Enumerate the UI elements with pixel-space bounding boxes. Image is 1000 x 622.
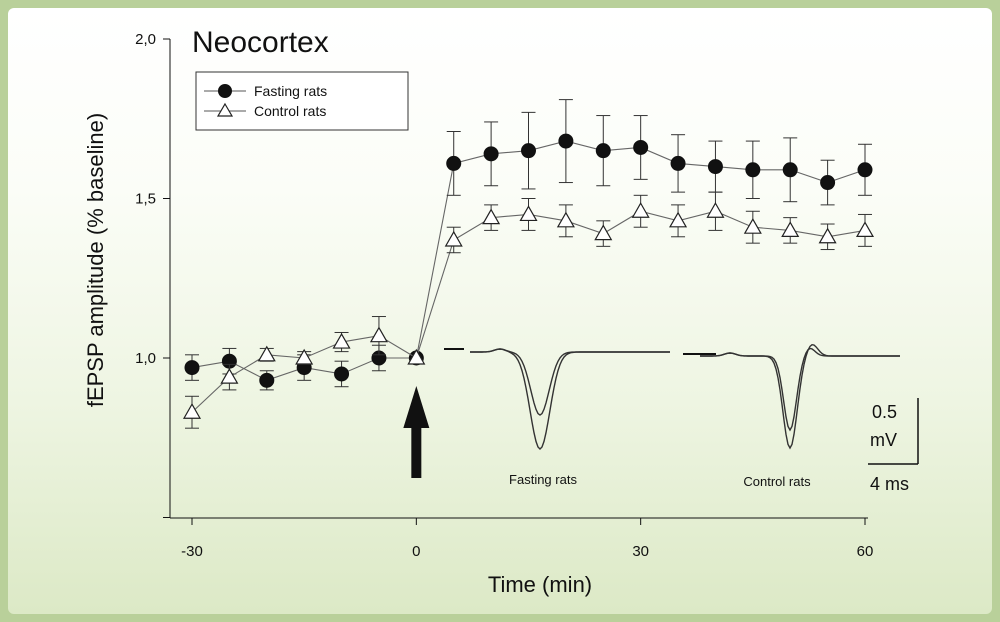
data-point <box>334 366 350 382</box>
data-point <box>594 224 613 241</box>
data-point <box>669 211 688 228</box>
data-point <box>857 162 873 178</box>
x-tick-label: 0 <box>412 543 420 560</box>
data-point <box>369 326 388 343</box>
data-point <box>259 372 275 388</box>
series-layer <box>182 99 875 429</box>
data-point <box>295 348 314 365</box>
data-point <box>482 208 501 225</box>
figure-frame <box>8 8 992 614</box>
data-point <box>818 227 837 244</box>
scale-bar-label-unit: mV <box>870 430 897 450</box>
x-axis-title: Time (min) <box>488 572 592 597</box>
data-point <box>446 155 462 171</box>
legend-box <box>195 71 409 131</box>
data-point <box>220 367 239 384</box>
y-tick-label: 1,5 <box>135 191 156 208</box>
data-point <box>745 162 761 178</box>
chart-title: Neocortex <box>192 26 329 59</box>
data-point <box>743 218 762 234</box>
x-tick-label: 60 <box>857 543 874 560</box>
trace-fasting-baseline <box>470 348 670 416</box>
y-tick-label: 1,0 <box>135 350 156 367</box>
data-point <box>781 221 800 237</box>
legend-label-fasting: Fasting rats <box>254 83 327 99</box>
data-point <box>631 202 650 218</box>
data-point <box>595 143 611 159</box>
trace-fasting-potentiated <box>470 348 670 450</box>
trace-label-fasting: Fasting rats <box>509 472 577 487</box>
data-point <box>519 205 538 222</box>
x-tick-label: 30 <box>632 543 649 560</box>
data-point <box>556 211 575 228</box>
stimulus-arrow <box>403 386 430 478</box>
data-point <box>633 139 649 155</box>
legend-label-control: Control rats <box>254 103 326 119</box>
data-point <box>184 360 200 376</box>
data-point <box>257 345 276 362</box>
data-point <box>706 202 725 218</box>
axes: 1,0 1,5 2,0 -30 0 30 60 <box>135 31 873 560</box>
annotations-layer <box>403 386 919 478</box>
x-tick-label: -30 <box>181 543 203 560</box>
data-point <box>558 133 574 149</box>
data-point <box>483 146 499 162</box>
data-point <box>782 162 798 178</box>
series-control <box>182 191 875 429</box>
data-point <box>707 159 723 175</box>
legend-marker-fasting <box>218 84 232 98</box>
data-point <box>182 403 202 419</box>
traces-layer <box>444 343 900 450</box>
trace-label-control: Control rats <box>743 474 811 489</box>
trace-control-potentiated <box>700 343 900 450</box>
y-axis-title: fEPSP amplitude (% baseline) <box>83 113 108 407</box>
series-fasting <box>184 99 873 391</box>
data-point <box>670 155 686 171</box>
data-point <box>407 348 426 365</box>
legend-marker-control <box>216 102 234 117</box>
data-point <box>444 230 463 247</box>
data-point <box>332 332 351 349</box>
y-tick-label: 2,0 <box>135 31 156 48</box>
scale-bar-label-value: 0.5 <box>872 402 897 422</box>
legend: Fasting rats Control rats <box>195 71 409 131</box>
data-point <box>820 175 836 191</box>
scale-bar-label-time: 4 ms <box>870 474 909 494</box>
data-point <box>521 143 536 159</box>
data-point <box>855 221 875 237</box>
